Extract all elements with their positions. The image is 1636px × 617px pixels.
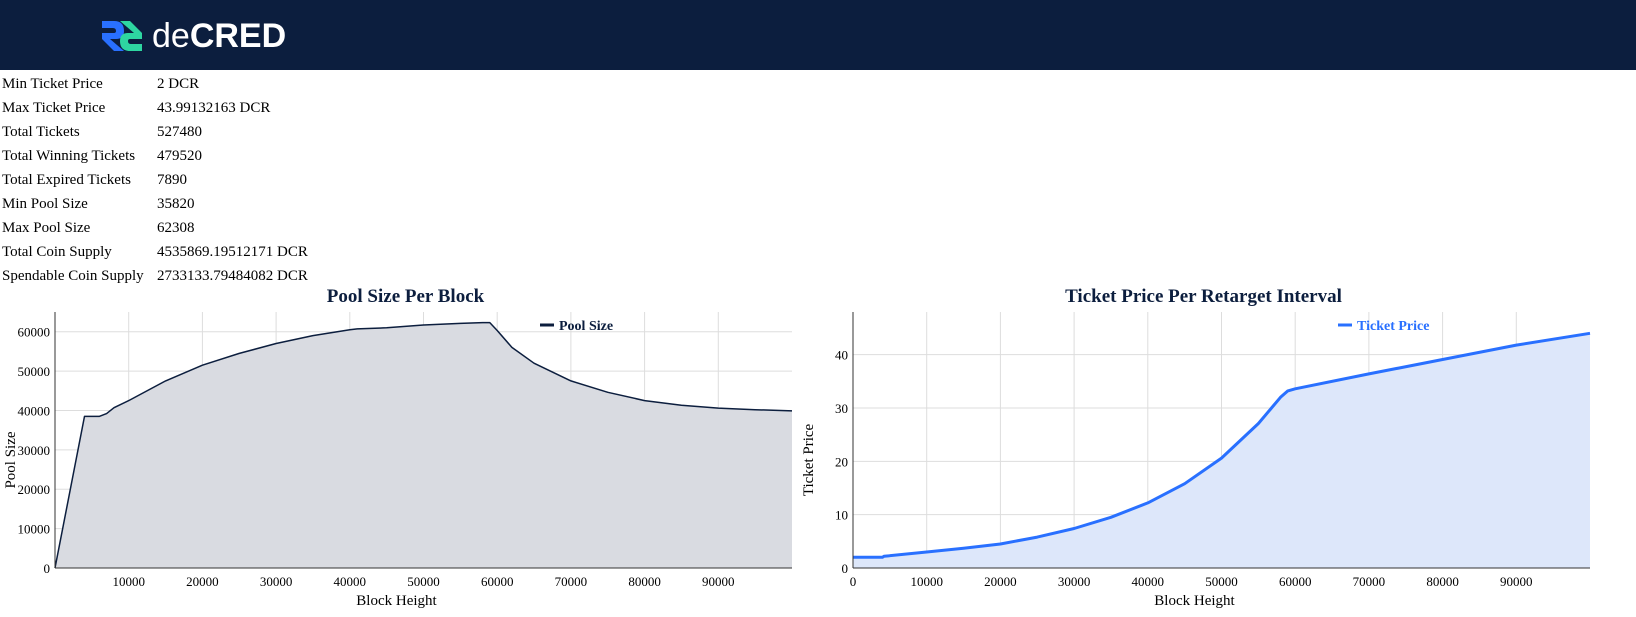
y-tick-label: 0 — [842, 561, 849, 576]
x-tick-label: 70000 — [1353, 574, 1386, 589]
legend-label[interactable]: Pool Size — [559, 319, 613, 334]
stat-label: Max Pool Size — [2, 220, 91, 236]
y-axis-label: Ticket Price — [801, 423, 817, 496]
x-tick-label: 60000 — [481, 574, 514, 589]
stat-value: 479520 — [157, 148, 202, 164]
series-line — [54, 321, 793, 569]
x-tick-label: 20000 — [186, 574, 219, 589]
x-tick-label: 50000 — [1205, 574, 1238, 589]
y-tick-label: 10 — [835, 508, 848, 523]
x-tick-label: 80000 — [628, 574, 661, 589]
stat-value: 527480 — [157, 124, 202, 140]
stat-label: Total Expired Tickets — [2, 172, 131, 188]
stats-table: Min Ticket Price 2 DCR Max Ticket Price 43.… — [2, 74, 308, 290]
y-tick-label: 10000 — [18, 522, 51, 537]
y-tick-label: 50000 — [18, 364, 51, 379]
x-axis-label: Block Height — [1154, 593, 1235, 609]
stat-value: 2733133.79484082 DCR — [157, 268, 308, 284]
logo-wordmark: deCRED — [152, 17, 287, 55]
x-axis-label: Block Height — [356, 593, 437, 609]
stat-label: Total Winning Tickets — [2, 148, 136, 164]
x-tick-label: 50000 — [407, 574, 440, 589]
x-tick-label: 0 — [850, 574, 857, 589]
series-area — [853, 333, 1590, 568]
stat-label: Max Ticket Price — [2, 100, 106, 116]
chart-svg: Ticket Price Per Retarget Interval Ticket… — [801, 286, 1591, 609]
y-tick-label: 30 — [835, 401, 848, 416]
ticket-price-chart: Ticket Price Per Retarget Interval Ticket… — [798, 286, 1604, 617]
x-tick-label: 40000 — [1132, 574, 1165, 589]
y-tick-label: 60000 — [18, 325, 51, 340]
legend-label[interactable]: Ticket Price — [1357, 319, 1429, 334]
x-tick-label: 30000 — [1058, 574, 1091, 589]
decred-logo[interactable]: deCRED — [100, 16, 286, 56]
x-tick-label: 20000 — [984, 574, 1017, 589]
series-line — [853, 331, 1591, 559]
y-axis-label: Pool Size — [3, 431, 19, 488]
stat-row: Spendable Coin Supply 2733133.79484082 DC… — [2, 266, 308, 290]
x-tick-label: 60000 — [1279, 574, 1312, 589]
chart-title: Pool Size Per Block — [327, 286, 485, 307]
stat-value: 35820 — [157, 196, 195, 212]
x-tick-label: 40000 — [334, 574, 367, 589]
stat-value: 62308 — [157, 220, 195, 236]
decred-logo-icon — [102, 21, 142, 51]
stat-label: Min Pool Size — [2, 196, 88, 212]
x-tick-label: 90000 — [1500, 574, 1533, 589]
stat-row: Min Ticket Price 2 DCR — [2, 74, 308, 98]
stat-row: Total Coin Supply 4535869.19512171 DCR — [2, 242, 308, 266]
stat-row: Total Tickets 527480 — [2, 122, 308, 146]
chart-title: Ticket Price Per Retarget Interval — [1065, 286, 1342, 307]
stat-label: Total Tickets — [2, 124, 80, 140]
y-tick-label: 40000 — [18, 403, 51, 418]
x-tick-label: 80000 — [1426, 574, 1459, 589]
stat-label: Spendable Coin Supply — [2, 268, 144, 284]
stat-value: 2 DCR — [157, 76, 200, 92]
y-tick-label: 20000 — [18, 482, 51, 497]
pool-size-chart: Pool Size Per Block Pool Size 10000 20000 30… — [0, 286, 798, 617]
x-tick-label: 10000 — [112, 574, 145, 589]
x-tick-label: 90000 — [702, 574, 735, 589]
x-tick-label: 10000 — [910, 574, 943, 589]
stat-value: 43.99132163 DCR — [157, 100, 271, 116]
y-tick-label: 0 — [44, 561, 51, 576]
stat-label: Min Ticket Price — [2, 76, 103, 92]
header-bar: deCRED — [0, 0, 1636, 70]
stat-label: Total Coin Supply — [2, 244, 112, 260]
stat-value: 4535869.19512171 DCR — [157, 244, 308, 260]
stat-value: 7890 — [157, 172, 187, 188]
series-area — [55, 322, 792, 568]
chart-svg: Pool Size Per Block Pool Size 10000 20000 30… — [3, 286, 793, 609]
x-tick-label: 70000 — [555, 574, 588, 589]
y-tick-label: 30000 — [18, 443, 51, 458]
stat-row: Total Winning Tickets 479520 — [2, 146, 308, 170]
y-tick-label: 40 — [835, 348, 848, 363]
stat-row: Min Pool Size 35820 — [2, 194, 308, 218]
stat-row: Max Pool Size 62308 — [2, 218, 308, 242]
stat-row: Max Ticket Price 43.99132163 DCR — [2, 98, 308, 122]
x-tick-label: 30000 — [260, 574, 293, 589]
stat-row: Total Expired Tickets 7890 — [2, 170, 308, 194]
y-tick-label: 20 — [835, 454, 848, 469]
